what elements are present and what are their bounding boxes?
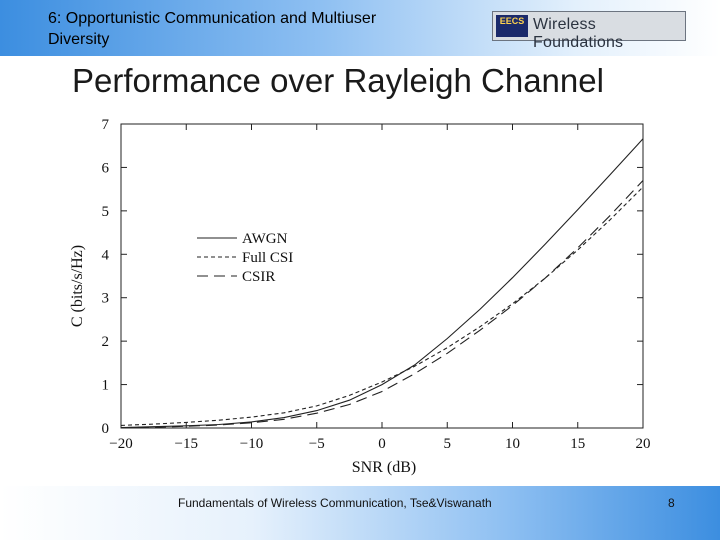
- x-tick-label: 10: [505, 436, 520, 452]
- x-tick-label: 0: [378, 436, 386, 452]
- slide-title: Performance over Rayleigh Channel: [72, 62, 604, 99]
- series-line-awgn: [120, 138, 644, 429]
- legend-entry: Full CSI: [242, 250, 293, 266]
- footer-citation: Fundamentals of Wireless Communication, …: [178, 496, 492, 510]
- logo-text: Wireless Foundations: [533, 16, 624, 51]
- wireless-foundations-logo: EECS Wireless Foundations: [492, 11, 686, 51]
- header-title-line1: 6: Opportunistic Communication and Multi…: [48, 10, 377, 27]
- header-title: 6: Opportunistic Communication and Multi…: [48, 8, 468, 50]
- x-tick-label: −15: [175, 436, 198, 452]
- legend-entry: CSIR: [242, 269, 275, 285]
- y-tick-label: 0: [102, 421, 110, 437]
- eecs-logo-badge: EECS: [496, 15, 528, 37]
- page-number: 8: [668, 496, 675, 510]
- y-tick-label: 7: [102, 117, 110, 133]
- y-tick-label: 2: [102, 334, 110, 350]
- y-tick-label: 6: [102, 160, 110, 176]
- x-tick-label: −10: [240, 436, 263, 452]
- y-tick-label: 1: [102, 378, 110, 394]
- footer-band: [0, 486, 720, 540]
- x-tick-label: 20: [636, 436, 651, 452]
- y-tick-label: 3: [102, 291, 110, 307]
- series-line-full-csi: [120, 186, 644, 426]
- x-tick-label: −5: [309, 436, 325, 452]
- y-axis-label: C (bits/s/Hz): [69, 245, 86, 327]
- eecs-badge-label: EECS: [499, 16, 525, 26]
- x-axis-label: SNR (dB): [352, 459, 416, 476]
- x-tick-label: −20: [109, 436, 132, 452]
- x-tick-label: 15: [570, 436, 585, 452]
- legend-entry: AWGN: [242, 231, 288, 247]
- x-tick-label: 5: [444, 436, 452, 452]
- capacity-chart: −20 −15 −10 −5 0 5 10 15 20 0 1 2 3 4 5 6 7 SNR (dB) C (bi…: [69, 117, 651, 476]
- header-title-line2: Diversity: [48, 31, 110, 48]
- series-line-csir: [120, 180, 644, 429]
- y-tick-label: 4: [102, 247, 110, 263]
- y-tick-label: 5: [102, 204, 110, 220]
